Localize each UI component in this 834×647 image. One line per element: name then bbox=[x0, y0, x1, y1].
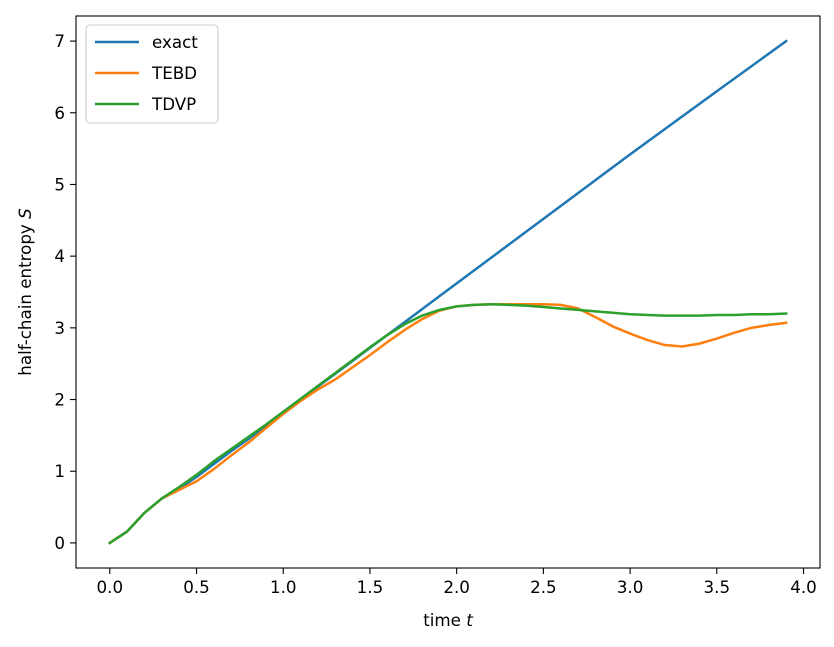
y-tick-label: 3 bbox=[54, 318, 65, 338]
y-tick-label: 2 bbox=[54, 390, 65, 410]
x-tick-label: 2.5 bbox=[530, 577, 557, 597]
y-tick-label: 4 bbox=[54, 246, 65, 266]
legend-box bbox=[85, 24, 219, 124]
x-axis-label-text: time bbox=[423, 610, 461, 630]
legend: exact TEBD TDVP bbox=[85, 24, 219, 124]
x-tick-label: 1.0 bbox=[270, 577, 297, 597]
x-ticks: 0.0 0.5 1.0 1.5 2.0 2.5 3.0 3.5 4.0 bbox=[97, 568, 817, 597]
x-tick-label: 3.0 bbox=[617, 577, 644, 597]
y-tick-label: 0 bbox=[54, 533, 65, 553]
series-line-tdvp bbox=[108, 302, 788, 545]
y-axis-label-text: half-chain entropy bbox=[15, 224, 35, 376]
y-tick-label: 5 bbox=[54, 174, 65, 194]
legend-label-tdvp: TDVP bbox=[151, 94, 196, 114]
y-ticks: 0 1 2 3 4 5 6 7 bbox=[54, 31, 76, 553]
x-tick-label: 0.5 bbox=[183, 577, 210, 597]
y-tick-label: 6 bbox=[54, 103, 65, 123]
y-tick-label: 1 bbox=[54, 461, 65, 481]
x-tick-label: 0.0 bbox=[97, 577, 124, 597]
y-axis-label: half-chain entropy S bbox=[15, 208, 35, 376]
legend-label-tebd: TEBD bbox=[151, 63, 197, 83]
x-axis-label: time t bbox=[423, 610, 474, 630]
x-tick-label: 3.5 bbox=[704, 577, 731, 597]
series-layer bbox=[108, 39, 788, 545]
legend-label-exact: exact bbox=[152, 32, 198, 52]
y-axis-label-var: S bbox=[15, 208, 35, 219]
x-axis-label-var: t bbox=[466, 610, 474, 630]
axes-frame bbox=[75, 15, 821, 569]
x-tick-label: 2.0 bbox=[443, 577, 470, 597]
x-tick-label: 1.5 bbox=[357, 577, 384, 597]
x-tick-label: 4.0 bbox=[790, 577, 817, 597]
y-tick-label: 7 bbox=[54, 31, 65, 51]
